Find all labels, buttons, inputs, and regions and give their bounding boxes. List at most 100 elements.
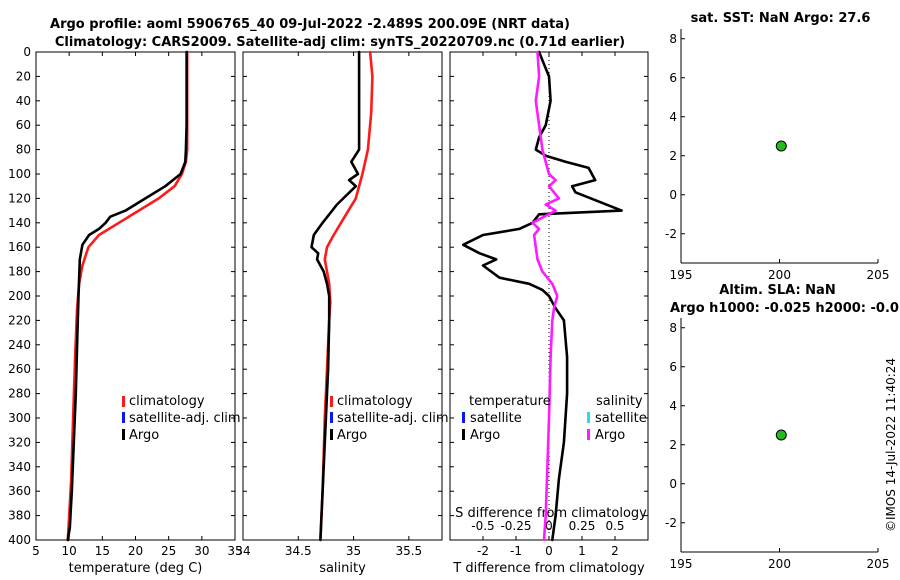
figure-title-line2: Climatology: CARS2009. Satellite-adj cli…	[55, 35, 625, 50]
y-tick-label: 60	[16, 118, 31, 132]
y-tick-label: 20	[16, 69, 31, 83]
legend-swatch-argo	[122, 429, 125, 440]
legend-label-climatology: climatology	[337, 394, 413, 409]
y-tick-label: 260	[8, 362, 31, 376]
x-tick-label: 195	[670, 557, 693, 571]
y-tick-label: -2	[665, 516, 677, 530]
axes-frame	[35, 51, 236, 541]
x-tick-label: 25	[161, 544, 176, 558]
legend-swatch-temperature-satellite	[462, 412, 465, 423]
salinity-legend: climatology satellite-adj. clim Argo	[330, 394, 449, 443]
legend-label-salinity-argo: Argo	[595, 428, 625, 443]
legend-swatch-salinity-argo	[587, 429, 590, 440]
y-tick-label: 140	[8, 216, 31, 230]
y-tick-label: 2	[669, 149, 677, 163]
top-tick-label: 0.5	[605, 519, 624, 533]
x-tick-label: 205	[867, 268, 890, 282]
y-tick-label: 280	[8, 387, 31, 401]
legend-title-temperature: temperature	[469, 394, 551, 409]
salinity-panel: 34 34.5 35 35.5 salinity	[235, 50, 443, 576]
y-tick-label: 400	[8, 533, 31, 547]
legend-label-argo: Argo	[129, 428, 159, 443]
timestamp-label: ©IMOS 14-Jul-2022 11:40:24	[884, 358, 898, 532]
y-tick-label: 160	[8, 240, 31, 254]
legend-label-salinity-satellite: satellite	[595, 411, 647, 426]
legend-swatch-satellite-clim	[122, 412, 125, 423]
y-tick-label: 6	[669, 360, 677, 374]
panel-title: sat. SST: NaN Argo: 27.6	[691, 11, 871, 26]
panel-title: Altim. SLA: NaN	[719, 283, 835, 298]
legend-swatch-argo	[330, 429, 333, 440]
y-tick-label: 40	[16, 94, 31, 108]
x-tick-label: 35.5	[395, 544, 422, 558]
y-tick-label: 120	[8, 191, 31, 205]
legend-label-satellite-clim: satellite-adj. clim	[337, 411, 449, 426]
x-tick-label: 35	[227, 544, 242, 558]
temperature-legend: climatology satellite-adj. clim Argo	[122, 394, 241, 443]
legend-swatch-climatology	[330, 396, 333, 407]
x-tick-label: 1	[578, 544, 586, 558]
legend-swatch-temperature-argo	[462, 429, 465, 440]
y-tick-label: 240	[8, 338, 31, 352]
legend-label-argo: Argo	[337, 428, 367, 443]
sla-panel: -2 0 2 4 6 8 195 200 205 Altim. SLA: NaN Argo h100…	[665, 283, 900, 571]
y-tick-label: 220	[8, 313, 31, 327]
x-tick-label: 205	[867, 557, 890, 571]
figure-title-line1: Argo profile: aoml 5906765_40 09-Jul-202…	[50, 17, 570, 32]
legend-title-salinity: salinity	[596, 394, 643, 409]
y-tick-label: 0	[669, 477, 677, 491]
differences-legend: temperature salinity satellite Argo sate…	[462, 394, 647, 443]
y-tick-label: 2	[669, 438, 677, 452]
x-tick-label: 5	[32, 544, 40, 558]
legend-swatch-satellite-clim	[330, 412, 333, 423]
legend-swatch-climatology	[122, 396, 125, 407]
y-tick-label: 200	[8, 289, 31, 303]
legend-label-satellite-clim: satellite-adj. clim	[129, 411, 241, 426]
y-tick-label: 4	[669, 399, 677, 413]
differences-panel: -2 -1 0 1 2 T difference from climatology -0.5…	[449, 50, 649, 576]
x-tick-label: 2	[611, 544, 619, 558]
y-tick-label: 100	[8, 167, 31, 181]
x-tick-label: 10	[62, 544, 77, 558]
series-line-argo	[66, 50, 188, 542]
data-point	[775, 140, 787, 152]
series-line-climatology	[66, 50, 189, 542]
top-axis-label: S difference from climatology	[455, 506, 647, 521]
y-tick-label: 4	[669, 110, 677, 124]
series-line-argo	[310, 50, 361, 542]
legend-label-temperature-satellite: satellite	[470, 411, 522, 426]
x-tick-label: -2	[477, 544, 489, 558]
sst-panel: -2 0 2 4 6 8 195 200 205 sat. SST: NaN Argo: 27.6	[665, 11, 889, 282]
y-tick-label: 0	[669, 188, 677, 202]
legend-swatch-salinity-satellite	[587, 412, 590, 423]
x-tick-label: 200	[768, 557, 791, 571]
top-tick-label: -0.5	[471, 519, 494, 533]
series-line-s-difference-argo	[531, 50, 561, 542]
y-tick-label: 360	[8, 484, 31, 498]
y-tick-label: 180	[8, 265, 31, 279]
top-tick-label: -0.25	[500, 519, 531, 533]
y-tick-label: 8	[669, 32, 677, 46]
y-tick-label: 80	[16, 143, 31, 157]
y-tick-label: 340	[8, 460, 31, 474]
x-tick-label: 0	[545, 544, 553, 558]
x-tick-label: 30	[194, 544, 209, 558]
y-tick-label: 0	[23, 45, 31, 59]
axes-frame	[242, 51, 443, 541]
data-point	[775, 429, 787, 441]
y-tick-label: -2	[665, 227, 677, 241]
panel-subtitle: Argo h1000: -0.025 h2000: -0.013	[670, 301, 900, 316]
x-tick-label: 35	[346, 544, 361, 558]
x-tick-label: 200	[768, 268, 791, 282]
x-tick-label: -1	[510, 544, 522, 558]
y-tick-label: 380	[8, 509, 31, 523]
series-line-t-difference-argo	[461, 50, 623, 542]
x-tick-label: 15	[95, 544, 110, 558]
temperature-panel: 0 20 40 60 80 100 120 140 160 180 200 220 240 260 280 3…	[8, 45, 243, 576]
top-tick-label: 0.25	[569, 519, 596, 533]
x-tick-label: 195	[670, 268, 693, 282]
x-axis-label: temperature (deg C)	[69, 561, 203, 576]
legend-label-climatology: climatology	[129, 394, 205, 409]
top-tick-label: 0	[545, 519, 553, 533]
